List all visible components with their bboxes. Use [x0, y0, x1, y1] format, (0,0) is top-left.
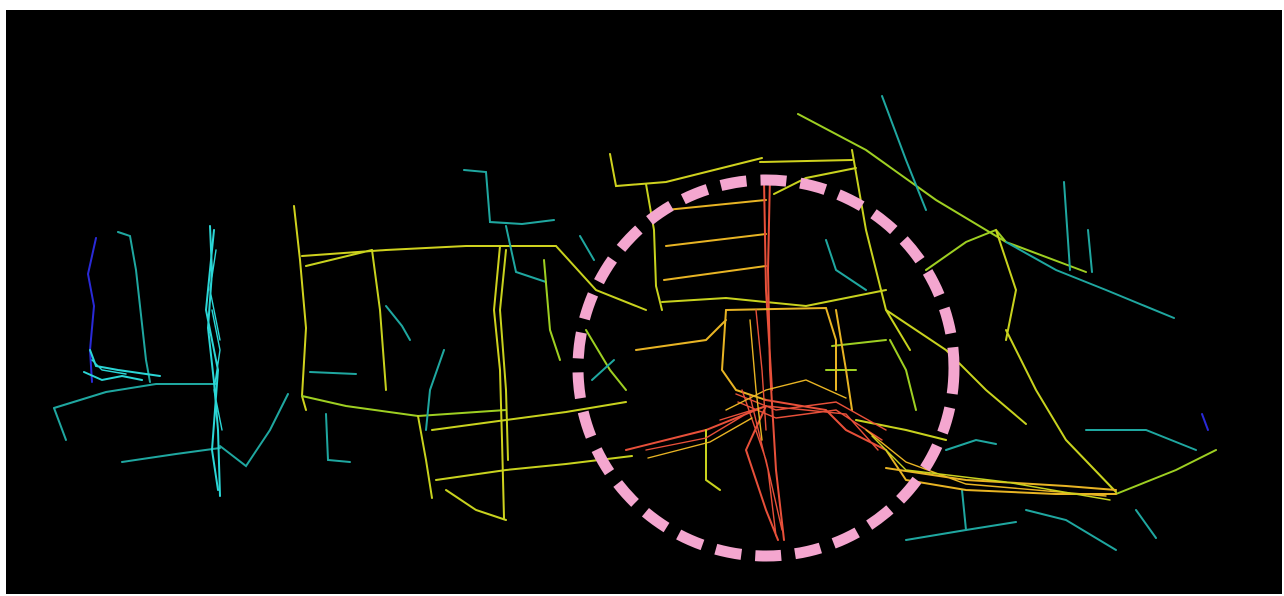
trajectory-path-21	[498, 249, 509, 461]
trajectory-path-6	[121, 447, 221, 463]
trajectory-path-44	[925, 228, 1007, 271]
trajectory-path-36	[663, 265, 767, 281]
trajectory-path-59	[889, 339, 917, 411]
trajectory-path-50	[1085, 429, 1197, 451]
dense-strand-14	[91, 359, 127, 375]
trajectory-path-10	[293, 205, 308, 411]
trajectory-path-18	[309, 371, 357, 375]
dense-strand-1	[737, 401, 883, 441]
trajectory-path-34	[665, 199, 767, 211]
trajectory-path-14	[385, 305, 411, 341]
trajectory-path-26	[505, 225, 547, 283]
trajectory-path-28	[543, 259, 561, 361]
dense-strand-10	[645, 413, 747, 451]
dense-strand-9	[871, 435, 1111, 501]
trajectory-path-11	[301, 245, 557, 257]
trajectory-path-73	[635, 319, 727, 351]
trajectory-path-65	[720, 309, 767, 401]
trajectory-path-5	[53, 407, 67, 441]
trajectory-path-46	[1005, 241, 1175, 319]
trajectory-path-60	[831, 339, 887, 347]
trajectory-path-12	[305, 249, 373, 267]
trajectory-path-24	[445, 489, 507, 521]
trajectory-path-49	[1005, 329, 1117, 493]
trajectory-path-48	[1087, 229, 1093, 273]
trajectory-path-35	[665, 233, 767, 247]
trajectory-path-45	[995, 229, 1018, 341]
trajectory-path-43	[885, 309, 1027, 425]
dense-strand-13	[209, 249, 221, 341]
trajectory-path-52	[1115, 449, 1217, 495]
trajectory-path-22	[431, 401, 627, 431]
trajectory-path-72	[835, 309, 853, 411]
trajectory-path-27	[555, 245, 647, 311]
trajectory-lines	[53, 95, 1217, 551]
trajectory-path-8	[204, 229, 220, 491]
trajectory-path-20	[492, 245, 505, 519]
trajectory-path-1	[117, 231, 151, 383]
trajectory-path-42	[851, 149, 911, 351]
trajectory-path-38	[759, 159, 853, 163]
trajectory-path-70	[744, 405, 779, 541]
trajectory-path-7	[206, 225, 221, 497]
trajectory-path-0	[86, 237, 97, 383]
trajectory-path-2	[89, 349, 161, 377]
trajectory-path-53	[945, 438, 997, 451]
trajectory-canvas	[53, 95, 1217, 562]
trajectory-path-64	[763, 179, 773, 391]
dense-strand-5	[719, 405, 879, 451]
trajectory-path-56	[961, 489, 967, 531]
trajectory-path-41	[881, 95, 927, 211]
trajectory-path-31	[591, 359, 615, 381]
trajectory-path-29	[579, 235, 595, 261]
trajectory-path-25	[463, 169, 555, 226]
trajectory-visualization	[6, 10, 1282, 594]
trajectory-path-58	[825, 239, 867, 291]
trajectory-path-39	[773, 167, 857, 195]
trajectory-path-17	[325, 413, 351, 463]
trajectory-path-13	[371, 249, 387, 391]
dense-strand-6	[755, 309, 767, 431]
dense-strand-12	[211, 309, 223, 431]
dense-strand-3	[749, 395, 777, 537]
highlight-circle	[572, 174, 960, 562]
dense-strand-7	[749, 319, 763, 441]
trajectory-path-55	[1025, 509, 1117, 551]
dense-cluster	[91, 249, 1111, 537]
trajectory-path-3	[83, 371, 143, 382]
dense-strand-11	[647, 417, 753, 459]
dense-strand-0	[735, 393, 887, 431]
trajectory-path-47	[1063, 181, 1071, 271]
trajectory-path-51	[1201, 413, 1209, 431]
trajectory-path-15	[301, 395, 507, 418]
trajectory-path-33	[645, 183, 663, 311]
trajectory-path-19	[425, 349, 445, 431]
trajectory-path-54	[905, 521, 1017, 541]
trajectory-path-9	[219, 393, 289, 468]
trajectory-path-37	[661, 289, 887, 308]
trajectory-path-57	[1135, 509, 1157, 539]
dense-strand-4	[725, 379, 847, 411]
trajectory-path-30	[585, 329, 627, 391]
trajectory-path-68	[885, 467, 1117, 491]
trajectory-path-40	[797, 113, 1087, 273]
trajectory-path-32	[609, 153, 763, 188]
trajectory-path-16	[417, 415, 433, 499]
trajectory-path-74	[705, 429, 721, 491]
trajectory-path-66	[765, 399, 887, 451]
trajectory-path-4	[53, 383, 217, 409]
trajectory-path-71	[725, 306, 837, 391]
trajectory-path-62	[855, 419, 947, 441]
